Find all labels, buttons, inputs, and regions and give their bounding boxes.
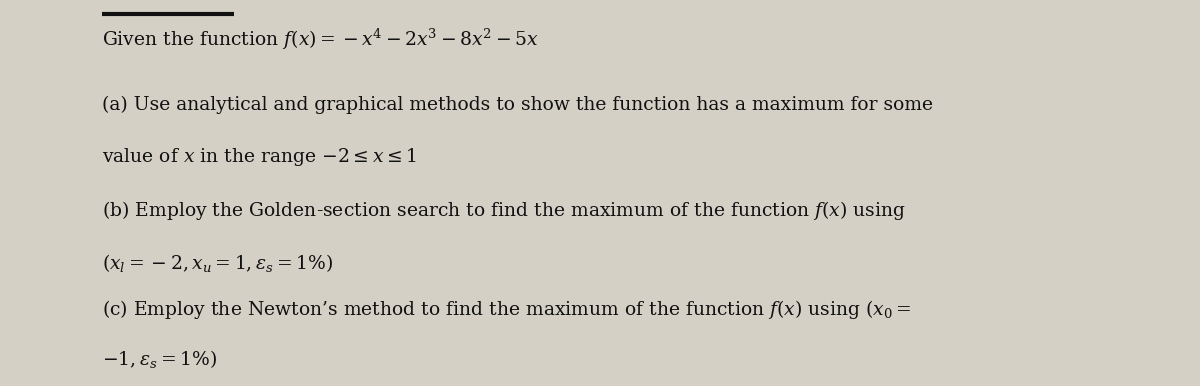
Text: value of $x$ in the range $-2 \leq x \leq 1$: value of $x$ in the range $-2 \leq x \le… (102, 146, 416, 168)
Text: $(x_l = -2, x_u = 1, \varepsilon_s = 1\%)$: $(x_l = -2, x_u = 1, \varepsilon_s = 1\%… (102, 252, 334, 274)
Text: (b) Employ the Golden-section search to find the maximum of the function $f(x)$ : (b) Employ the Golden-section search to … (102, 199, 906, 222)
Text: (a) Use analytical and graphical methods to show the function has a maximum for : (a) Use analytical and graphical methods… (102, 96, 934, 114)
Text: (c) Employ the Newton’s method to find the maximum of the function $f(x)$ using : (c) Employ the Newton’s method to find t… (102, 298, 912, 321)
Text: $-1, \varepsilon_s = 1\%)$: $-1, \varepsilon_s = 1\%)$ (102, 348, 217, 370)
Text: Given the function $f(x) = -x^4 - 2x^3 - 8x^2 - 5x$: Given the function $f(x) = -x^4 - 2x^3 -… (102, 27, 539, 52)
